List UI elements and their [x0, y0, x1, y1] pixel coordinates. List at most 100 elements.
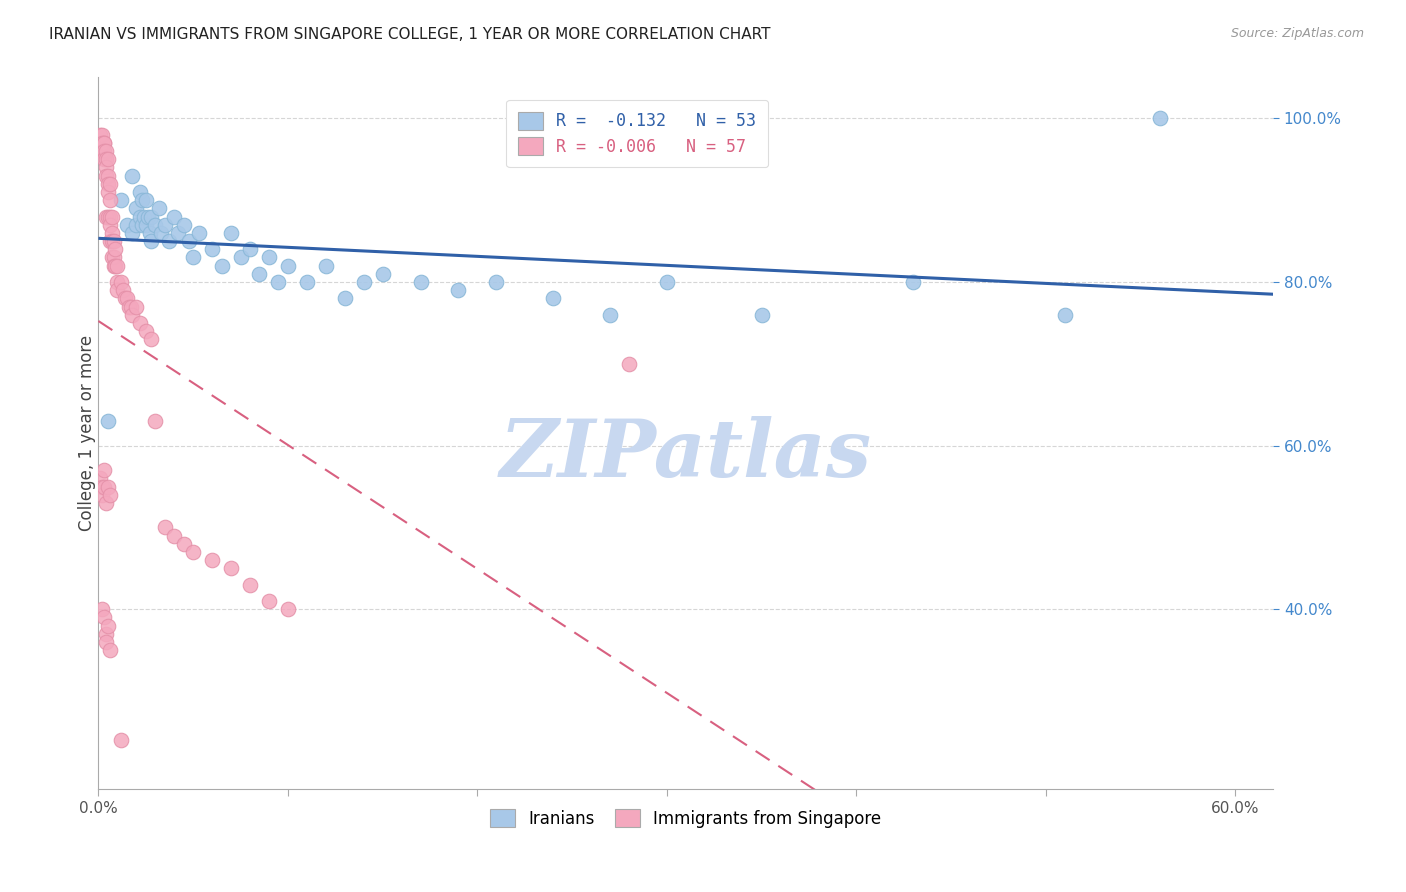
Point [104, 259, 127, 273]
Point [125, 218, 148, 232]
Point [129, 210, 152, 224]
Point [135, 324, 157, 338]
Point [94, 153, 117, 167]
Point [315, 259, 337, 273]
Point [153, 520, 176, 534]
Point [91, 488, 114, 502]
Point [129, 316, 152, 330]
Point [257, 594, 280, 608]
Point [267, 275, 290, 289]
Point [181, 545, 204, 559]
Point [295, 275, 318, 289]
Point [1053, 308, 1076, 322]
Point [118, 300, 141, 314]
Point [115, 291, 138, 305]
Point [599, 308, 621, 322]
Point [173, 218, 195, 232]
Point [91, 479, 114, 493]
Point [219, 226, 242, 240]
Point [93, 144, 115, 158]
Text: ZIPatlas: ZIPatlas [499, 416, 872, 493]
Point [179, 234, 201, 248]
Point [229, 251, 252, 265]
Point [541, 291, 564, 305]
Text: Source: ZipAtlas.com: Source: ZipAtlas.com [1230, 27, 1364, 40]
Point [143, 218, 166, 232]
Point [751, 308, 773, 322]
Point [110, 275, 132, 289]
Point [181, 251, 204, 265]
Point [485, 275, 508, 289]
Point [131, 218, 153, 232]
Point [201, 553, 224, 567]
Point [125, 300, 148, 314]
Point [141, 234, 163, 248]
Point [91, 602, 114, 616]
Point [94, 169, 117, 183]
Point [138, 226, 160, 240]
Point [114, 291, 136, 305]
Point [121, 308, 143, 322]
Point [129, 185, 152, 199]
Point [655, 275, 678, 289]
Point [249, 267, 271, 281]
Point [353, 275, 375, 289]
Y-axis label: College, 1 year or more: College, 1 year or more [79, 335, 96, 532]
Point [91, 144, 114, 158]
Point [136, 210, 159, 224]
Point [100, 210, 122, 224]
Point [93, 153, 115, 167]
Point [98, 210, 121, 224]
Point [143, 414, 166, 428]
Point [104, 242, 127, 256]
Point [105, 259, 128, 273]
Point [135, 193, 157, 207]
Point [163, 528, 186, 542]
Point [98, 177, 121, 191]
Point [135, 218, 157, 232]
Point [257, 251, 280, 265]
Point [219, 561, 242, 575]
Point [94, 210, 117, 224]
Point [93, 610, 115, 624]
Point [148, 202, 170, 216]
Point [153, 218, 176, 232]
Point [100, 226, 122, 240]
Point [141, 210, 163, 224]
Point [447, 283, 470, 297]
Point [371, 267, 394, 281]
Point [91, 128, 114, 142]
Point [201, 242, 224, 256]
Point [97, 153, 120, 167]
Point [97, 185, 120, 199]
Point [163, 210, 186, 224]
Point [115, 218, 138, 232]
Point [89, 128, 111, 142]
Point [98, 234, 121, 248]
Point [98, 643, 121, 657]
Point [97, 169, 120, 183]
Point [617, 357, 640, 371]
Point [93, 136, 115, 150]
Point [277, 259, 299, 273]
Point [93, 479, 115, 493]
Point [120, 300, 142, 314]
Point [105, 283, 128, 297]
Point [103, 251, 125, 265]
Point [91, 136, 114, 150]
Point [125, 202, 148, 216]
Point [409, 275, 432, 289]
Point [100, 234, 122, 248]
Point [157, 234, 180, 248]
Point [103, 259, 125, 273]
Point [121, 169, 143, 183]
Point [89, 471, 111, 485]
Point [97, 177, 120, 191]
Point [100, 251, 122, 265]
Point [93, 463, 115, 477]
Point [211, 259, 233, 273]
Point [110, 733, 132, 747]
Point [94, 627, 117, 641]
Point [98, 218, 121, 232]
Point [131, 193, 153, 207]
